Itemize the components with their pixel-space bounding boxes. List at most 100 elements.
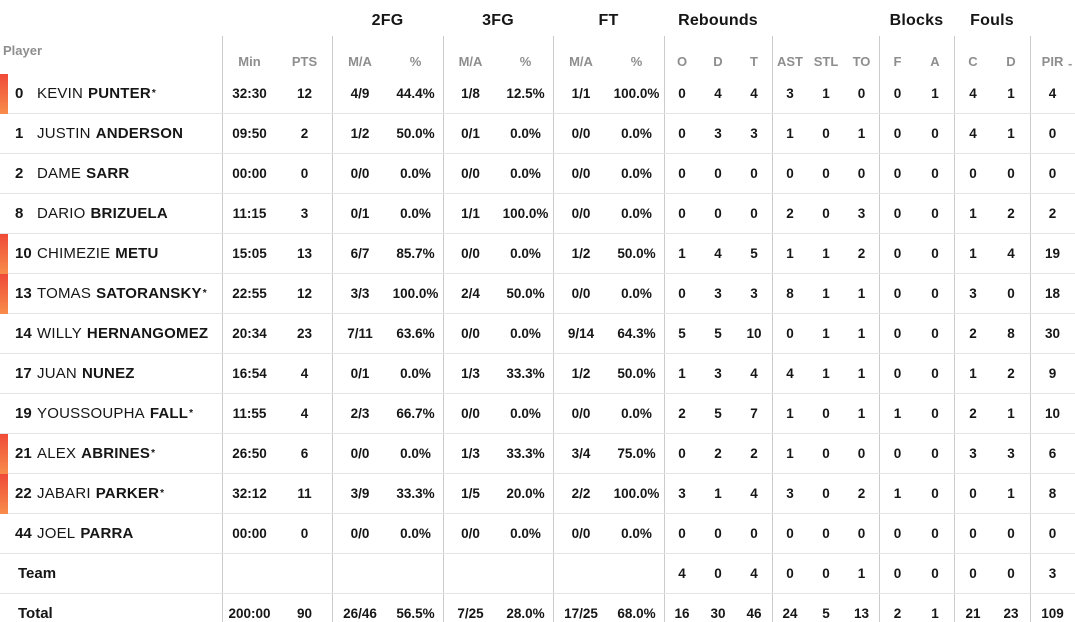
player-row-nunez[interactable]: 17 JUAN NUNEZ 16:54 4 0/1 0.0% 1/3 33.3% 1/2 50.0%… xyxy=(0,354,1075,394)
player-row-hernangomez[interactable]: 14 WILLY HERNANGOMEZ 20:34 23 7/11 63.6% 0/0 0.0… xyxy=(0,314,1075,354)
col-header-reb-o[interactable]: O xyxy=(676,54,688,69)
cell-reb-d: 3 xyxy=(714,366,722,381)
col-header-blk-a[interactable]: A xyxy=(930,54,940,69)
col-header-pts[interactable]: PTS xyxy=(291,54,318,69)
column-divider xyxy=(954,36,955,622)
cell-foul-c: 3 xyxy=(969,446,977,461)
cell-stl: 0 xyxy=(822,486,830,501)
col-header-2fg-pct[interactable]: % xyxy=(409,54,422,69)
cell-2fg-pct: 0.0% xyxy=(400,366,431,381)
cell-blk-f: 2 xyxy=(893,606,902,621)
jersey-number: 2 xyxy=(15,165,24,182)
col-header-pir[interactable]: PIR xyxy=(1041,54,1064,69)
col-header-ast[interactable]: AST xyxy=(777,54,803,69)
cell-2fg-pct: 33.3% xyxy=(396,486,435,501)
jersey-number: 17 xyxy=(15,365,32,382)
starter-marker: * xyxy=(151,88,156,99)
player-last-name: ABRINES xyxy=(81,445,151,462)
col-header-blk-f[interactable]: F xyxy=(893,54,902,69)
player-row-parra[interactable]: 44 JOEL PARRA 00:00 0 0/0 0.0% 0/0 0.0% 0/0 0.0% 0 0… xyxy=(0,514,1075,554)
cell-3fg-pct: 33.3% xyxy=(506,366,545,381)
group-header-blocks: Blocks xyxy=(889,12,944,29)
cell-3fg-pct: 0.0% xyxy=(510,326,541,341)
cell-to: 3 xyxy=(857,206,866,221)
col-header-stl[interactable]: STL xyxy=(813,54,839,69)
cell-reb-o: 1 xyxy=(678,246,686,261)
col-header-reb-d[interactable]: D xyxy=(713,54,723,69)
jersey-number: 0 xyxy=(15,85,24,102)
cell-stl: 1 xyxy=(822,326,830,341)
cell-ft-pct: 50.0% xyxy=(617,246,656,261)
column-divider xyxy=(332,36,333,622)
player-cell: 44 JOEL PARRA xyxy=(0,514,222,553)
cell-blk-f: 0 xyxy=(893,206,902,221)
cell-to: 1 xyxy=(857,126,866,141)
cell-ft-pct: 0.0% xyxy=(621,166,652,181)
jersey-number: 1 xyxy=(15,125,24,142)
col-header-ft-pct[interactable]: % xyxy=(630,54,643,69)
cell-3fg-ma: 1/1 xyxy=(461,206,480,221)
cell-min: 11:15 xyxy=(232,206,267,221)
cell-foul-c: 1 xyxy=(969,206,977,221)
cell-to: 1 xyxy=(857,366,866,381)
player-first-name: JABARI xyxy=(37,485,91,502)
player-row-metu[interactable]: 10 CHIMEZIE METU 15:05 13 6/7 85.7% 0/0 0.0% 1/2 5… xyxy=(0,234,1075,274)
cell-pts: 0 xyxy=(300,166,309,181)
column-divider xyxy=(772,36,773,622)
cell-2fg-ma: 6/7 xyxy=(350,246,370,261)
col-header-3fg-pct[interactable]: % xyxy=(519,54,532,69)
cell-reb-t: 3 xyxy=(750,286,758,301)
col-header-foul-c[interactable]: C xyxy=(968,54,978,69)
cell-2fg-pct: 0.0% xyxy=(400,526,431,541)
cell-pir: 6 xyxy=(1048,446,1057,461)
player-last-name: SARR xyxy=(86,165,130,182)
col-header-min[interactable]: Min xyxy=(238,54,261,69)
cell-ft-ma: 0/0 xyxy=(571,206,591,221)
cell-ast: 1 xyxy=(786,126,794,141)
player-last-name: PARRA xyxy=(80,525,134,542)
col-header-3fg-ma[interactable]: M/A xyxy=(458,54,483,69)
player-row-satoransky[interactable]: 13 TOMAS SATORANSKY * 22:55 12 3/3 100.0% 2/4 50.… xyxy=(0,274,1075,314)
cell-ast: 0 xyxy=(786,166,794,181)
cell-foul-d: 0 xyxy=(1007,526,1015,541)
player-first-name: DARIO xyxy=(37,205,86,222)
cell-3fg-ma: 0/0 xyxy=(461,326,480,341)
cell-blk-f: 0 xyxy=(893,366,902,381)
cell-pts: 12 xyxy=(296,86,313,101)
col-header-foul-d[interactable]: D xyxy=(1006,54,1016,69)
cell-pts: 90 xyxy=(296,606,313,621)
cell-3fg-ma: 0/0 xyxy=(461,526,480,541)
cell-3fg-pct xyxy=(498,554,553,593)
player-first-name: ALEX xyxy=(37,445,77,462)
player-row-punter[interactable]: 0 KEVIN PUNTER * 32:30 12 4/9 44.4% 1/8 12.5% 1/1 1… xyxy=(0,74,1075,114)
cell-reb-t: 2 xyxy=(750,446,758,461)
col-header-2fg-ma[interactable]: M/A xyxy=(348,54,372,69)
player-row-anderson[interactable]: 1 JUSTIN ANDERSON 09:50 2 1/2 50.0% 0/1 0.0% 0/0 0… xyxy=(0,114,1075,154)
cell-to: 1 xyxy=(857,286,866,301)
player-row-parker[interactable]: 22 JABARI PARKER * 32:12 11 3/9 33.3% 1/5 20.0% 2/… xyxy=(0,474,1075,514)
player-row-abrines[interactable]: 21 ALEX ABRINES * 26:50 6 0/0 0.0% 1/3 33.3% 3/4 75… xyxy=(0,434,1075,474)
starter-marker: * xyxy=(151,448,155,459)
cell-2fg-pct xyxy=(388,554,443,593)
cell-3fg-ma: 1/3 xyxy=(461,446,480,461)
cell-2fg-ma: 26/46 xyxy=(343,606,377,621)
player-first-name: CHIMEZIE xyxy=(37,245,111,262)
cell-pir: 2 xyxy=(1048,206,1057,221)
cell-foul-c: 4 xyxy=(969,86,977,101)
col-header-to[interactable]: TO xyxy=(852,54,871,69)
cell-pir: 4 xyxy=(1048,86,1057,101)
player-row-sarr[interactable]: 2 DAME SARR 00:00 0 0/0 0.0% 0/0 0.0% 0/0 0.0% 0 0 0 0… xyxy=(0,154,1075,194)
cell-3fg-pct: 33.3% xyxy=(506,446,545,461)
cell-to: 2 xyxy=(857,246,866,261)
player-row-brizuela[interactable]: 8 DARIO BRIZUELA 11:15 3 0/1 0.0% 1/1 100.0% 0/0 0… xyxy=(0,194,1075,234)
cell-reb-d: 4 xyxy=(714,86,722,101)
cell-ft-ma: 0/0 xyxy=(571,286,591,301)
cell-3fg-ma: 0/1 xyxy=(461,126,480,141)
cell-2fg-pct: 63.6% xyxy=(396,326,435,341)
group-header-3fg: 3FG xyxy=(482,12,514,29)
cell-ft-pct: 0.0% xyxy=(621,526,652,541)
col-header-ft-ma[interactable]: M/A xyxy=(569,54,593,69)
player-row-fall[interactable]: 19 YOUSSOUPHA FALL * 11:55 4 2/3 66.7% 0/0 0.0% 0/… xyxy=(0,394,1075,434)
cell-2fg-ma: 4/9 xyxy=(350,86,370,101)
col-header-reb-t[interactable]: T xyxy=(750,54,758,69)
